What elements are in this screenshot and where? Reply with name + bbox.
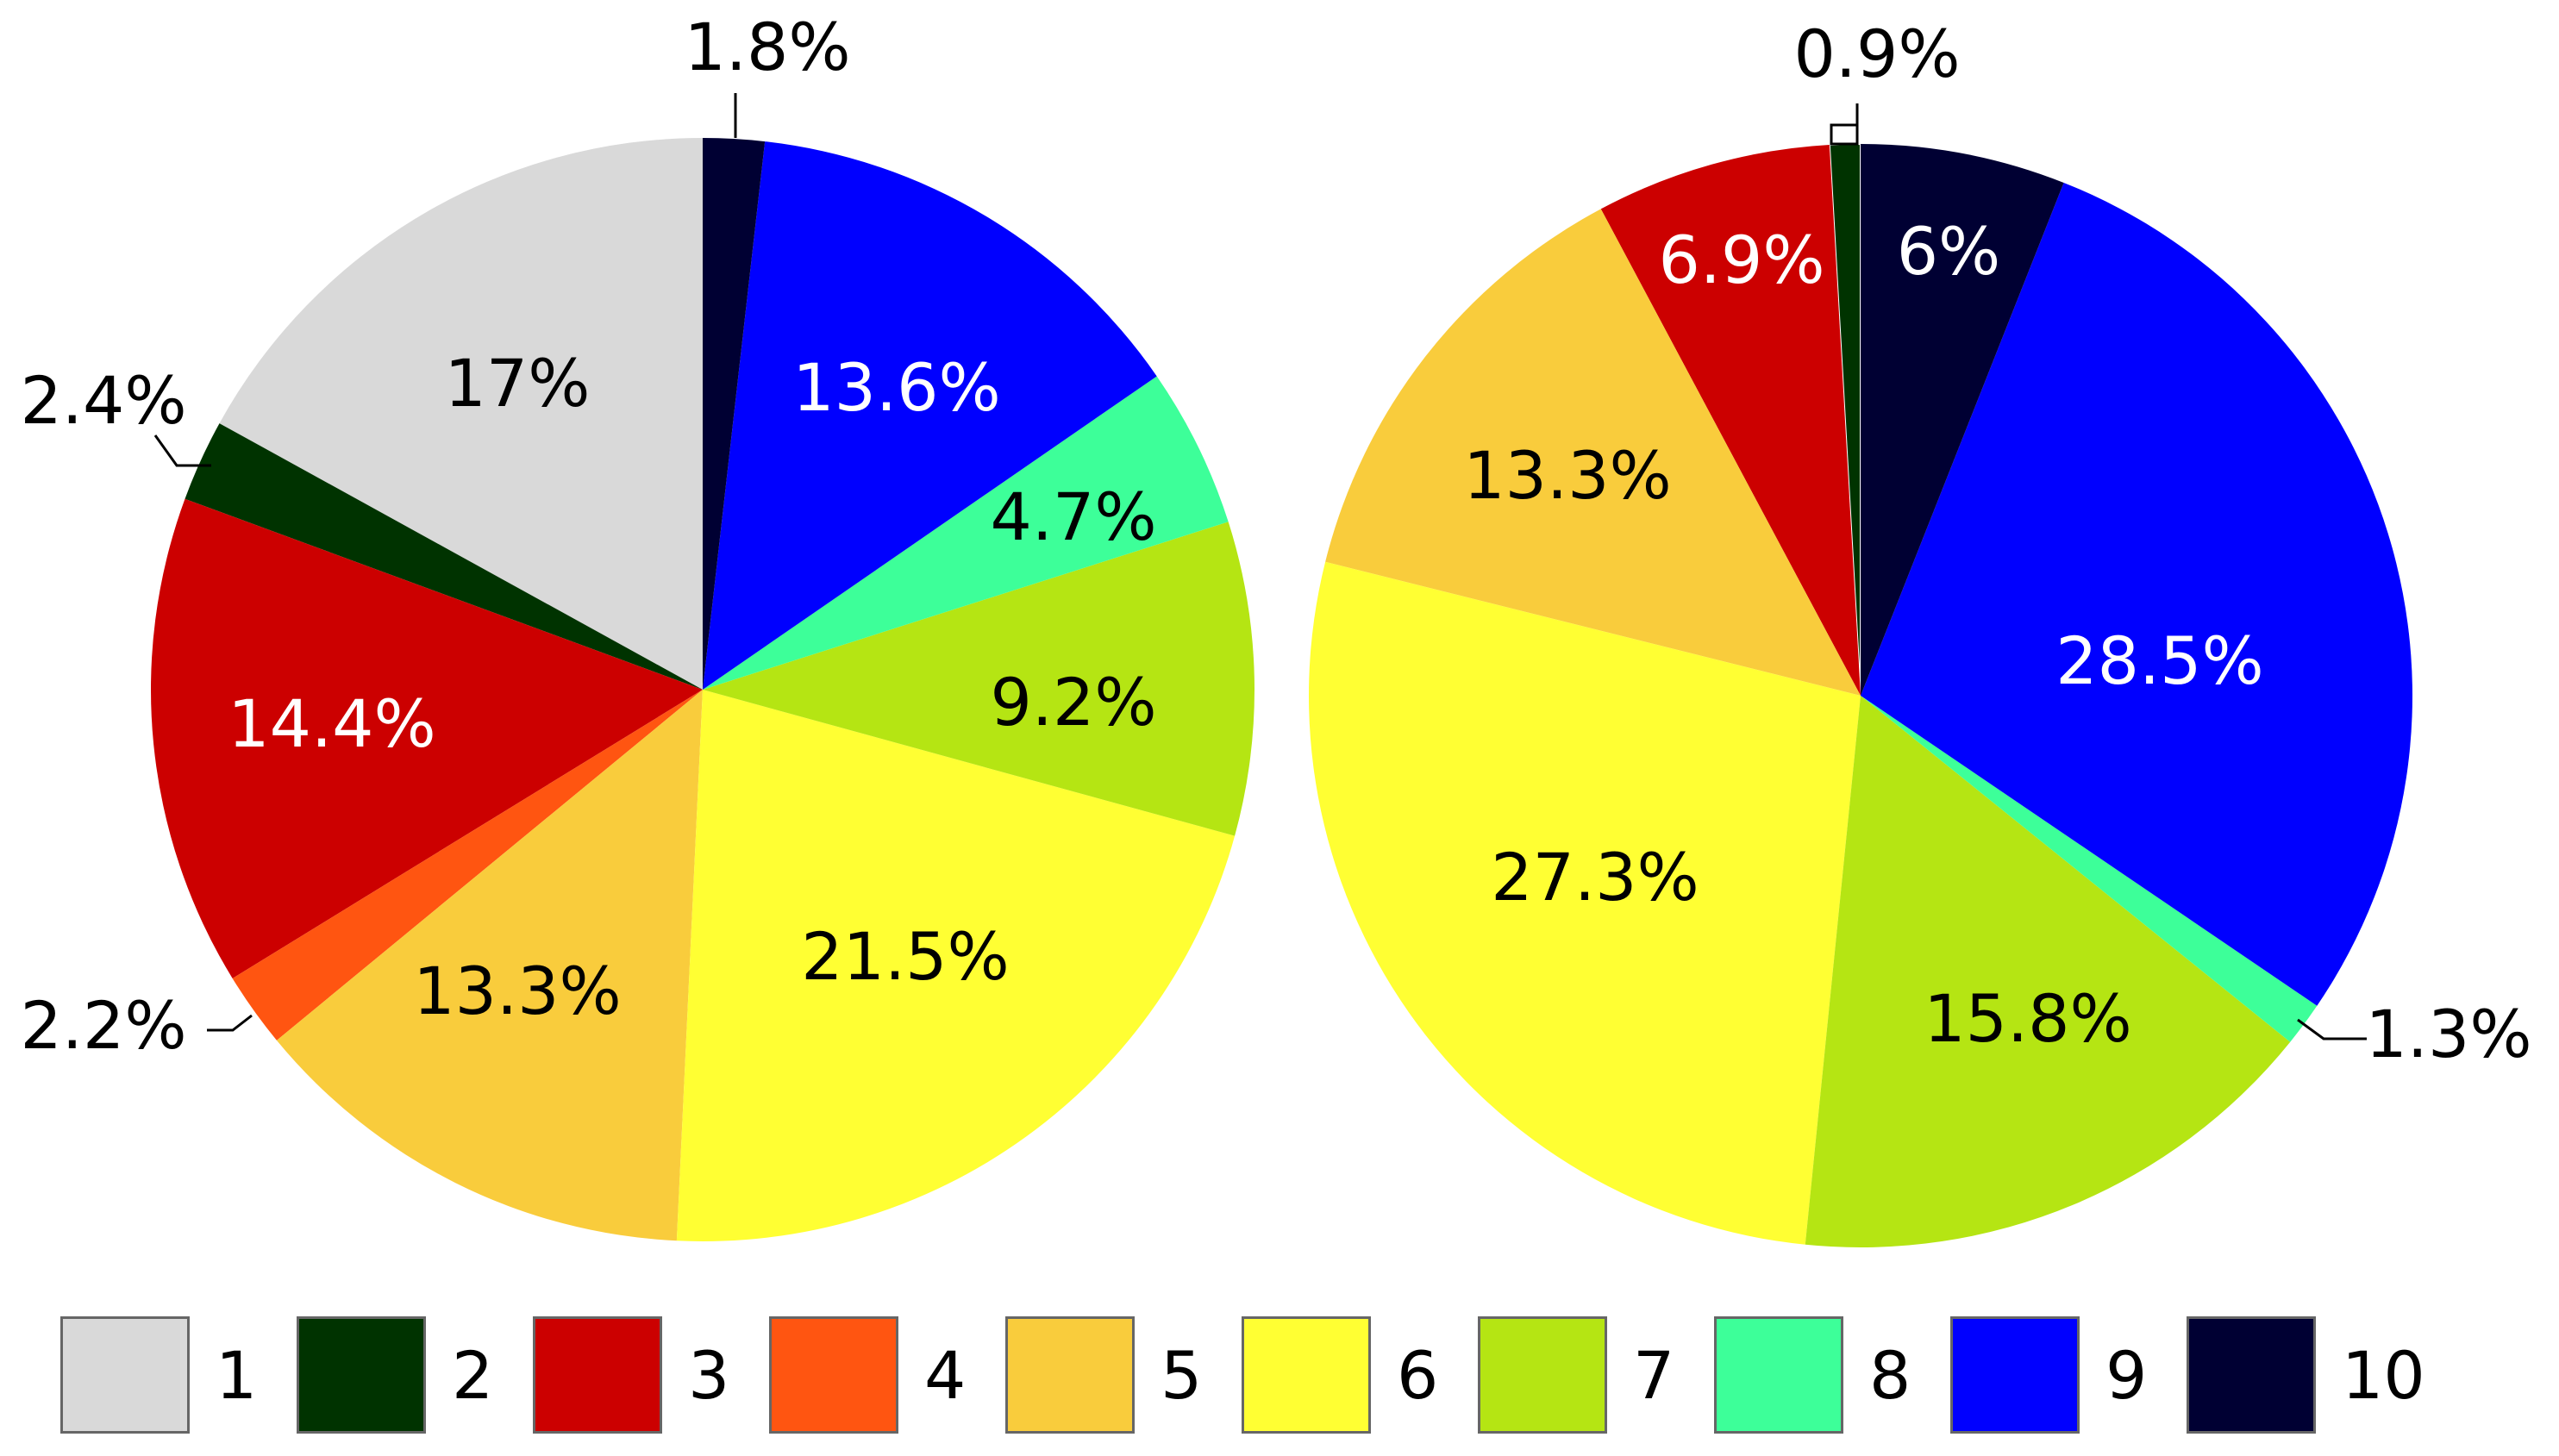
slice-label-9: 13.6%	[792, 349, 1000, 426]
pie-slice-2	[185, 423, 703, 690]
slice-label-3: 6.9%	[1658, 222, 1824, 298]
slice-label-6: 21.5%	[801, 918, 1009, 995]
pie-slice-8	[703, 376, 1229, 690]
slice-label-4: 2.2%	[20, 987, 186, 1064]
pie-slice-9	[703, 141, 1157, 690]
legend-swatch-6	[1242, 1316, 1371, 1434]
slice-label-2: 0.9%	[1793, 16, 1960, 92]
pie-slice-1	[219, 138, 703, 690]
pie-slice-7	[703, 522, 1254, 836]
leader-line-2	[153, 434, 211, 467]
legend-label-4: 4	[924, 1336, 967, 1414]
pie-slice-5	[276, 690, 703, 1241]
pie-chart-right: 0.9% 6.9% 13.3% 27.3% 15.8% 1.3% 28.5% 6%	[1308, 16, 2532, 1247]
leader-box-2	[1830, 123, 1859, 146]
slice-label-5: 13.3%	[413, 953, 621, 1029]
leader-line-4	[207, 1014, 253, 1032]
legend-swatch-7	[1478, 1316, 1607, 1434]
legend-item-6: 6	[1242, 1310, 1478, 1440]
pie-slice-3	[150, 498, 703, 978]
pie-slice-10	[703, 138, 766, 690]
legend-label-8: 8	[1869, 1336, 1911, 1414]
pie-slice-3	[1600, 145, 1861, 696]
slice-label-6: 27.3%	[1491, 839, 1699, 915]
slice-label-8: 4.7%	[990, 478, 1156, 555]
pie-slice-10	[1861, 144, 2064, 696]
legend-item-1: 1	[60, 1310, 297, 1440]
legend-label-5: 5	[1161, 1336, 1203, 1414]
slice-label-7: 15.8%	[1924, 980, 2131, 1057]
slice-label-10: 6%	[1897, 213, 2001, 290]
pie-slice-6	[676, 690, 1236, 1241]
slice-label-3: 14.4%	[228, 685, 435, 762]
legend-item-7: 7	[1478, 1310, 1714, 1440]
legend-label-7: 7	[1633, 1336, 1675, 1414]
legend-swatch-2	[297, 1316, 426, 1434]
leader-line-8	[2297, 1018, 2367, 1040]
legend-swatch-5	[1005, 1316, 1135, 1434]
legend-item-4: 4	[769, 1310, 1005, 1440]
legend-item-3: 3	[533, 1310, 769, 1440]
legend-item-10: 10	[2187, 1310, 2463, 1440]
legend-swatch-9	[1950, 1316, 2080, 1434]
slice-label-8: 1.3%	[2365, 996, 2531, 1072]
legend-swatch-10	[2187, 1316, 2316, 1434]
legend-swatch-3	[533, 1316, 662, 1434]
legend-swatch-8	[1714, 1316, 1843, 1434]
slice-label-9: 28.5%	[2055, 622, 2263, 699]
pie-slice-5	[1325, 209, 1861, 696]
slice-label-7: 9.2%	[990, 664, 1156, 740]
legend-label-1: 1	[216, 1336, 258, 1414]
legend-item-5: 5	[1005, 1310, 1242, 1440]
legend-swatch-4	[769, 1316, 898, 1434]
legend-swatch-1	[60, 1316, 190, 1434]
legend-label-6: 6	[1397, 1336, 1439, 1414]
pie-slice-9	[1861, 182, 2412, 1006]
slice-label-10: 1.8%	[684, 9, 850, 85]
slice-label-2: 2.4%	[20, 362, 186, 439]
legend-item-2: 2	[297, 1310, 533, 1440]
legend-label-2: 2	[452, 1336, 494, 1414]
legend-label-10: 10	[2342, 1336, 2425, 1414]
legend-item-8: 8	[1714, 1310, 1950, 1440]
pie-slice-6	[1308, 561, 1861, 1245]
pie-slice-8	[1861, 696, 2318, 1042]
legend-item-9: 9	[1950, 1310, 2187, 1440]
pie-slice-4	[232, 690, 703, 1040]
slice-label-1: 17%	[445, 345, 591, 422]
legend: 1 2 3 4 5 6 7 8 9 10	[60, 1310, 2543, 1440]
pie-slice-7	[1805, 696, 2291, 1247]
pie-chart-left: 17% 2.4% 14.4% 2.2% 13.3% 21.5% 9.2% 4.7% 13.6% 1…	[20, 9, 1254, 1241]
legend-label-9: 9	[2105, 1336, 2148, 1414]
legend-label-3: 3	[688, 1336, 730, 1414]
slice-label-5: 13.3%	[1463, 437, 1671, 514]
